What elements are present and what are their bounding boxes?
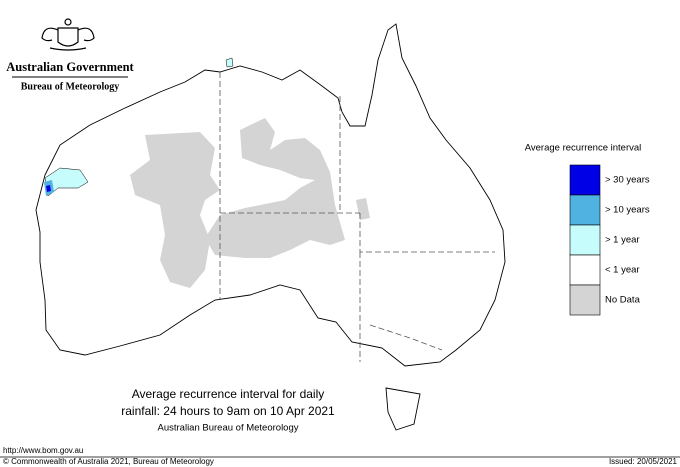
rain-area bbox=[225, 57, 234, 68]
caption-line: rainfall: 24 hours to 9am on 10 Apr 2021 bbox=[121, 404, 335, 418]
legend-label: < 1 year bbox=[605, 265, 640, 276]
legend-swatch bbox=[569, 194, 601, 226]
agency-name: Bureau of Meteorology bbox=[21, 81, 120, 92]
caption-source: Australian Bureau of Meteorology bbox=[158, 423, 299, 434]
footer-issued: Issued: 20/05/2021 bbox=[609, 457, 678, 466]
legend-label: No Data bbox=[605, 295, 641, 306]
footer-url: http://www.bom.gov.au bbox=[3, 446, 83, 455]
no-data-area bbox=[356, 198, 370, 220]
tasmania bbox=[385, 387, 421, 431]
legend-swatch bbox=[569, 224, 601, 256]
legend-label: > 30 years bbox=[605, 175, 650, 186]
rain-area bbox=[44, 167, 89, 197]
crest bbox=[41, 18, 95, 51]
legend-title: Average recurrence interval bbox=[525, 143, 642, 154]
legend-swatch bbox=[569, 284, 601, 316]
legend-swatch bbox=[569, 254, 601, 286]
legend: > 30 years > 10 years > 1 year < 1 year No D… bbox=[569, 164, 650, 316]
legend-label: > 1 year bbox=[605, 235, 640, 246]
state-border bbox=[369, 324, 443, 351]
no-data-area bbox=[130, 132, 220, 288]
no-data-area bbox=[205, 118, 345, 258]
australia-map bbox=[35, 23, 506, 431]
caption-line: Average recurrence interval for daily bbox=[132, 387, 325, 401]
footer-copyright: © Commonwealth of Australia 2021, Bureau… bbox=[3, 457, 214, 466]
legend-label: > 10 years bbox=[605, 205, 650, 216]
government-name: Australian Government bbox=[6, 60, 134, 74]
legend-swatch bbox=[569, 164, 601, 196]
mainland bbox=[35, 23, 506, 367]
rain-area bbox=[46, 185, 51, 192]
